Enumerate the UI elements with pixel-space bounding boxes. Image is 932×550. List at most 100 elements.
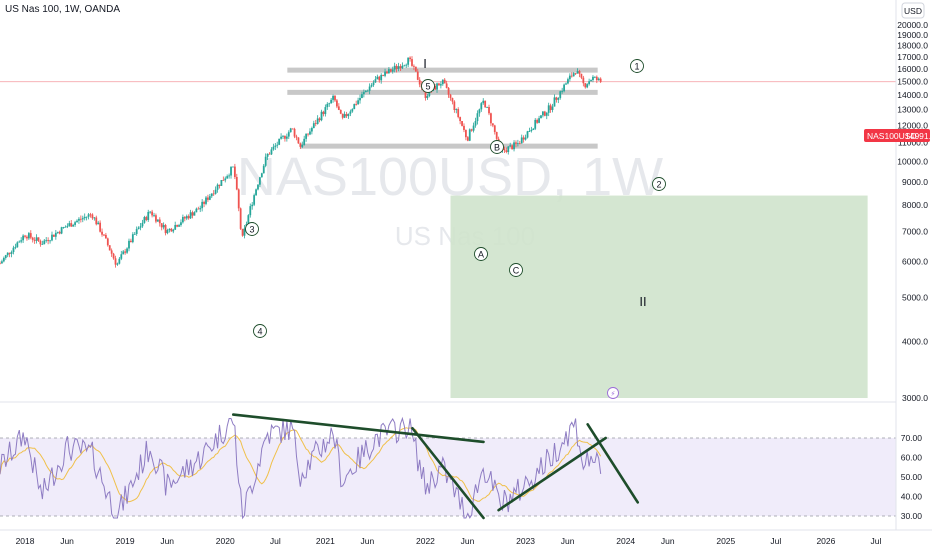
candle-body: [326, 103, 329, 108]
rsi-axis-ticks: 70.00 60.00 50.00 40.00 30.00: [901, 433, 923, 521]
candle-body: [393, 65, 396, 70]
candle-body: [62, 227, 65, 228]
candle-body: [124, 251, 127, 253]
candle-body: [201, 201, 204, 209]
candle-body: [357, 100, 359, 105]
trendline[interactable]: [586, 423, 640, 504]
candle-body: [174, 224, 177, 230]
rsi-trendlines[interactable]: [231, 413, 640, 520]
candle-body: [207, 197, 209, 200]
candle-body: [370, 85, 373, 87]
candle-body: [528, 130, 531, 132]
svg-text:B: B: [494, 143, 500, 153]
rsi-line: [0, 416, 602, 520]
candle-body: [545, 112, 548, 116]
candle-body: [324, 107, 327, 115]
candle-body: [424, 88, 427, 98]
candle-body: [243, 228, 246, 236]
price-tick-label: 8000.0: [902, 200, 928, 210]
trendline[interactable]: [411, 426, 485, 520]
candle-body: [470, 129, 473, 131]
candle-body: [472, 125, 475, 131]
candle-body: [553, 97, 556, 107]
candle-body: [68, 223, 71, 226]
candle-body: [416, 71, 419, 80]
time-tick-label: 2025: [716, 536, 735, 546]
candle-body: [214, 189, 217, 194]
time-tick-label: 2026: [816, 536, 835, 546]
candle-body: [289, 128, 292, 133]
lightning-icon[interactable]: ⚡: [607, 387, 619, 399]
candle-body: [593, 76, 596, 78]
candle-body: [210, 193, 213, 197]
candle-body: [478, 109, 481, 114]
candle-body: [255, 189, 257, 196]
candle-body: [366, 90, 369, 92]
price-tick-label: 19000.0: [897, 30, 928, 40]
candle-body: [567, 79, 569, 84]
candle-body: [314, 123, 317, 125]
wave-label-roman-i: I: [423, 56, 427, 71]
symbol-title[interactable]: US Nas 100, 1W, OANDA: [5, 4, 121, 15]
candle-body: [307, 133, 309, 135]
candle-body: [170, 228, 173, 232]
candle-body: [280, 136, 282, 139]
candle-body: [449, 94, 452, 99]
candle-body: [372, 82, 375, 86]
candle-body: [561, 91, 564, 92]
candle-body: [2, 257, 5, 262]
price-tick-label: 13000.0: [897, 105, 928, 115]
target-zone-box[interactable]: [450, 195, 868, 398]
candle-body: [131, 234, 134, 243]
candle-body: [270, 149, 273, 155]
candle-body: [241, 228, 244, 236]
candle-body: [185, 216, 188, 219]
candle-body: [116, 263, 119, 265]
candle-body: [597, 78, 600, 81]
candle-body: [426, 95, 429, 98]
candle-body: [534, 119, 537, 129]
candle-body: [276, 144, 279, 146]
time-tick-label: 2022: [416, 536, 435, 546]
candle-body: [451, 98, 454, 102]
candle-body: [272, 146, 275, 150]
candle-body: [291, 128, 294, 130]
candle-body: [361, 94, 363, 98]
time-tick-label: Jun: [160, 536, 174, 546]
candle-body: [409, 57, 411, 60]
candle-body: [110, 250, 113, 254]
candle-body: [282, 135, 284, 137]
candle-body: [547, 105, 550, 113]
candle-body: [520, 137, 523, 144]
candle-body: [33, 239, 36, 241]
candle-body: [51, 234, 53, 241]
candle-body: [172, 229, 175, 232]
price-tick-label: 6000.0: [902, 257, 928, 267]
candle-body: [37, 237, 40, 241]
price-tick-label: 18000.0: [897, 41, 928, 51]
candle-body: [287, 132, 290, 137]
candle-body: [312, 123, 315, 129]
candle-body: [251, 204, 254, 207]
wave-label-roman-ii: II: [639, 294, 646, 309]
svg-text:C: C: [513, 266, 520, 276]
candle-body: [160, 223, 163, 228]
candle-body: [158, 219, 161, 224]
candle-body: [264, 156, 267, 166]
candle-body: [411, 59, 413, 66]
trendline[interactable]: [231, 413, 485, 444]
candle-body: [112, 253, 115, 259]
svg-text:5: 5: [425, 82, 430, 92]
candle-body: [106, 238, 109, 246]
candle-body: [64, 226, 67, 228]
trendline[interactable]: [497, 436, 607, 512]
candle-body: [592, 76, 594, 81]
candle-body: [20, 240, 23, 242]
candle-body: [439, 84, 442, 86]
candle-body: [387, 69, 390, 74]
candle-body: [49, 240, 51, 242]
candle-body: [266, 153, 269, 157]
candle-body: [407, 57, 410, 65]
